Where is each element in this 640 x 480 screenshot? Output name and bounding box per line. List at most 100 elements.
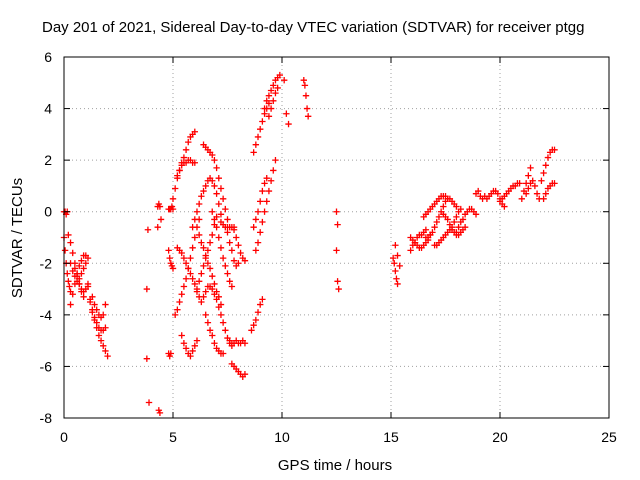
data-point bbox=[144, 226, 152, 233]
data-point bbox=[219, 254, 227, 262]
data-point bbox=[180, 283, 188, 290]
data-point bbox=[69, 249, 76, 257]
data-point bbox=[529, 177, 536, 184]
data-point bbox=[191, 342, 198, 349]
data-point bbox=[198, 193, 205, 200]
data-point bbox=[237, 249, 244, 257]
data-point bbox=[551, 180, 558, 187]
data-point bbox=[248, 327, 255, 334]
data-point bbox=[215, 303, 222, 311]
data-point bbox=[102, 324, 109, 331]
data-point bbox=[544, 154, 552, 161]
data-point bbox=[429, 229, 436, 236]
data-point bbox=[200, 262, 207, 270]
data-point bbox=[198, 270, 205, 277]
data-point bbox=[211, 182, 218, 190]
data-point bbox=[215, 200, 222, 208]
data-point bbox=[270, 167, 277, 174]
data-point bbox=[171, 311, 179, 319]
series-arc-ddd bbox=[538, 146, 558, 184]
data-point bbox=[538, 177, 545, 184]
data-point bbox=[180, 340, 188, 347]
x-tick-label: 0 bbox=[60, 429, 68, 445]
data-point bbox=[211, 216, 218, 223]
series-arc-qq bbox=[392, 242, 403, 270]
data-point bbox=[191, 234, 198, 241]
data-point bbox=[440, 203, 447, 210]
series-arc-aaa bbox=[496, 180, 523, 205]
data-point bbox=[228, 283, 236, 290]
data-point bbox=[257, 229, 264, 236]
data-point bbox=[451, 218, 458, 226]
data-point bbox=[202, 254, 209, 262]
data-point bbox=[393, 275, 400, 282]
data-point bbox=[209, 208, 216, 215]
data-point bbox=[156, 409, 164, 417]
data-point bbox=[100, 311, 107, 319]
data-point bbox=[206, 265, 214, 272]
data-point bbox=[222, 262, 229, 270]
series-arc-t bbox=[178, 332, 201, 360]
x-tick-label: 15 bbox=[383, 429, 399, 445]
x-tick-label: 25 bbox=[601, 429, 617, 445]
data-point bbox=[209, 231, 216, 239]
data-point bbox=[241, 370, 249, 378]
data-point bbox=[219, 319, 227, 326]
data-point bbox=[219, 195, 227, 203]
data-point bbox=[453, 229, 460, 236]
data-point bbox=[224, 229, 231, 236]
data-point bbox=[191, 280, 198, 288]
data-point bbox=[211, 156, 218, 164]
data-point bbox=[189, 223, 196, 231]
data-point bbox=[193, 337, 201, 344]
series-arc-nn bbox=[300, 77, 312, 120]
y-tick-label: 2 bbox=[44, 152, 52, 168]
series-arc-pp bbox=[389, 254, 401, 288]
data-point bbox=[65, 278, 72, 285]
data-point bbox=[228, 247, 236, 254]
data-point bbox=[270, 82, 277, 89]
data-point bbox=[259, 218, 266, 226]
data-point bbox=[265, 92, 273, 99]
data-point bbox=[167, 350, 175, 357]
data-point bbox=[224, 216, 231, 223]
series-arc-i bbox=[89, 293, 109, 321]
data-point bbox=[540, 169, 547, 177]
data-point bbox=[533, 190, 541, 197]
data-point bbox=[67, 239, 74, 246]
data-point bbox=[209, 272, 216, 280]
data-point bbox=[494, 190, 502, 197]
data-point bbox=[217, 311, 225, 319]
data-point bbox=[525, 172, 532, 179]
data-point bbox=[209, 285, 216, 293]
data-point bbox=[263, 97, 270, 105]
data-point bbox=[475, 187, 482, 195]
chart-grid bbox=[64, 57, 609, 418]
data-point bbox=[254, 239, 262, 246]
data-point bbox=[422, 226, 430, 233]
series-arc-mm bbox=[280, 77, 292, 128]
chart-ticks: 0 5 10 15 20 25 -8 -6 -4 -2 0 2 4 6 bbox=[40, 49, 617, 445]
series-arc-cc bbox=[224, 229, 242, 270]
data-point bbox=[76, 280, 83, 288]
data-point bbox=[169, 265, 177, 272]
data-point bbox=[215, 174, 222, 182]
series-arc-k bbox=[144, 223, 164, 417]
data-point bbox=[453, 213, 460, 221]
data-point bbox=[222, 327, 229, 334]
data-point bbox=[102, 347, 109, 355]
data-point bbox=[435, 213, 443, 221]
data-point bbox=[274, 84, 281, 92]
x-tick-label: 10 bbox=[274, 429, 290, 445]
series-arc-bbb bbox=[518, 164, 534, 203]
data-point bbox=[254, 208, 262, 215]
data-point bbox=[65, 231, 72, 239]
data-point bbox=[233, 234, 240, 241]
data-point bbox=[531, 182, 539, 190]
data-point bbox=[178, 291, 185, 298]
data-point bbox=[252, 316, 260, 324]
series-arc-xx bbox=[453, 205, 480, 236]
data-point bbox=[171, 185, 179, 192]
y-tick-label: 0 bbox=[44, 204, 52, 220]
